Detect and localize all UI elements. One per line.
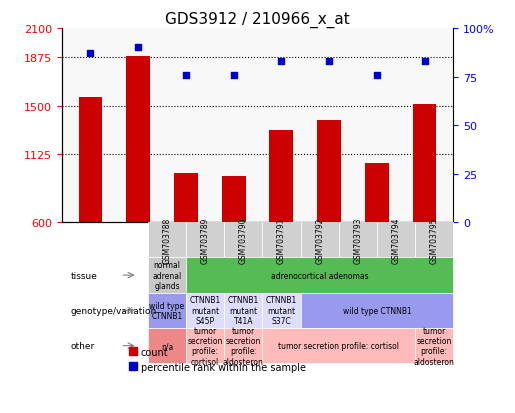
FancyBboxPatch shape [186, 328, 224, 363]
Point [420, 59, 428, 65]
FancyBboxPatch shape [148, 328, 186, 363]
Text: GSM703793: GSM703793 [353, 217, 362, 263]
FancyBboxPatch shape [186, 258, 453, 293]
Bar [317, 121, 341, 223]
Text: GSM703788: GSM703788 [163, 217, 171, 263]
Text: GSM703789: GSM703789 [201, 217, 210, 263]
Legend: count, percentile rank within the sample: count, percentile rank within the sample [125, 343, 310, 375]
Text: wild type
CTNNB1: wild type CTNNB1 [149, 301, 184, 320]
Point [134, 45, 142, 52]
FancyBboxPatch shape [262, 293, 301, 328]
FancyBboxPatch shape [224, 328, 262, 363]
Text: tissue: tissue [71, 271, 97, 280]
Point [182, 72, 190, 79]
FancyBboxPatch shape [415, 328, 453, 363]
Text: GSM703791: GSM703791 [277, 217, 286, 263]
Text: tumor
secretion
profile:
cortisol: tumor secretion profile: cortisol [187, 326, 223, 366]
Text: n/a: n/a [161, 341, 173, 350]
Bar [78, 97, 102, 223]
FancyBboxPatch shape [224, 293, 262, 328]
Text: GSM703795: GSM703795 [430, 217, 439, 263]
FancyBboxPatch shape [148, 293, 186, 328]
Bar [413, 105, 437, 223]
Text: CTNNB1
mutant
S45P: CTNNB1 mutant S45P [190, 296, 221, 325]
Text: CTNNB1
mutant
T41A: CTNNB1 mutant T41A [228, 296, 259, 325]
Point [373, 72, 381, 79]
FancyBboxPatch shape [377, 223, 415, 258]
FancyBboxPatch shape [301, 223, 339, 258]
FancyBboxPatch shape [186, 223, 224, 258]
Text: tumor
secretion
profile:
aldosteron: tumor secretion profile: aldosteron [414, 326, 455, 366]
Point [230, 72, 238, 79]
FancyBboxPatch shape [148, 258, 186, 293]
Title: GDS3912 / 210966_x_at: GDS3912 / 210966_x_at [165, 12, 350, 28]
Text: adrenocortical adenomas: adrenocortical adenomas [271, 271, 368, 280]
Bar [365, 163, 389, 223]
Text: GSM703790: GSM703790 [239, 217, 248, 263]
Bar [221, 176, 246, 223]
FancyBboxPatch shape [415, 223, 453, 258]
FancyBboxPatch shape [224, 223, 262, 258]
Point [325, 59, 333, 65]
Text: normal
adrenal
glands: normal adrenal glands [152, 261, 182, 290]
Text: CTNNB1
mutant
S37C: CTNNB1 mutant S37C [266, 296, 297, 325]
FancyBboxPatch shape [262, 223, 301, 258]
FancyBboxPatch shape [148, 223, 186, 258]
Bar [269, 131, 294, 223]
Point [87, 51, 95, 57]
FancyBboxPatch shape [339, 223, 377, 258]
Text: GSM703794: GSM703794 [391, 217, 401, 263]
Text: tumor secretion profile: cortisol: tumor secretion profile: cortisol [278, 341, 399, 350]
Point [277, 59, 285, 65]
Bar [174, 173, 198, 223]
FancyBboxPatch shape [186, 293, 224, 328]
FancyBboxPatch shape [301, 293, 453, 328]
Text: other: other [71, 341, 95, 350]
Text: tumor
secretion
profile:
aldosteron: tumor secretion profile: aldosteron [223, 326, 264, 366]
Text: GSM703792: GSM703792 [315, 217, 324, 263]
Text: wild type CTNNB1: wild type CTNNB1 [342, 306, 411, 315]
Text: genotype/variation: genotype/variation [71, 306, 157, 315]
FancyBboxPatch shape [262, 328, 415, 363]
Bar [126, 57, 150, 223]
